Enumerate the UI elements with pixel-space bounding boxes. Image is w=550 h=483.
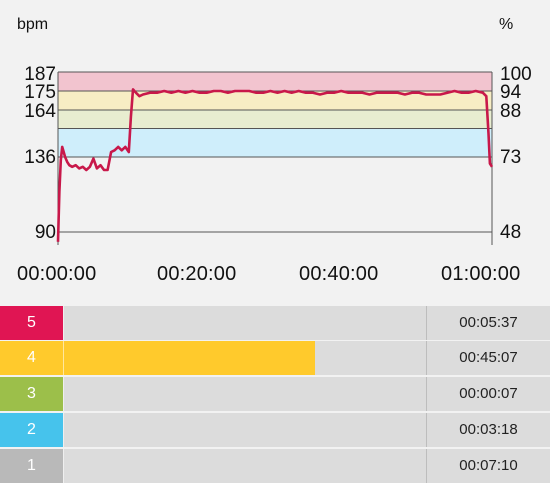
zone-bar bbox=[0, 341, 315, 375]
zone-time-divider bbox=[426, 341, 427, 375]
percent-tick-label: 100 bbox=[500, 64, 532, 85]
bpm-tick-label: 164 bbox=[24, 101, 56, 122]
zone-bar bbox=[0, 449, 63, 483]
heart-rate-chart: bpm % 187 175 164 136 90 100 94 88 73 48… bbox=[17, 16, 532, 285]
zone-duration: 00:00:07 bbox=[459, 385, 518, 402]
zone-duration: 00:05:37 bbox=[459, 314, 518, 331]
zone-row-5[interactable]: 5 00:05:37 bbox=[0, 306, 550, 340]
zone-row-2[interactable]: 2 00:03:18 bbox=[0, 413, 550, 447]
zone-bar bbox=[0, 413, 63, 447]
bpm-axis-unit: bpm bbox=[17, 16, 49, 33]
bpm-tick-label: 90 bbox=[34, 222, 56, 243]
zone-band-4 bbox=[58, 91, 492, 110]
time-tick-label: 00:40:00 bbox=[299, 263, 379, 285]
zone-divider bbox=[63, 306, 64, 340]
zone-divider bbox=[63, 449, 64, 483]
zone-bar bbox=[0, 377, 63, 411]
percent-axis-unit: % bbox=[499, 16, 514, 33]
percent-tick-label: 73 bbox=[500, 147, 522, 168]
zone-band-2 bbox=[58, 128, 492, 157]
zone-number: 2 bbox=[27, 421, 36, 438]
time-tick-label: 00:20:00 bbox=[157, 263, 237, 285]
bpm-tick-label: 175 bbox=[24, 82, 56, 103]
zone-duration: 00:03:18 bbox=[459, 421, 518, 438]
zone-row-1[interactable]: 1 00:07:10 bbox=[0, 449, 550, 483]
zone-number: 4 bbox=[27, 349, 36, 366]
percent-tick-label: 88 bbox=[500, 101, 522, 122]
time-tick-label: 01:00:00 bbox=[441, 263, 521, 285]
zone-band-5 bbox=[58, 72, 492, 91]
zone-time-divider bbox=[426, 306, 427, 340]
heart-rate-plot bbox=[56, 71, 494, 246]
zone-number: 1 bbox=[27, 457, 36, 474]
zone-row-4[interactable]: 4 00:45:07 bbox=[0, 341, 550, 375]
zone-number: 5 bbox=[27, 314, 36, 331]
zone-summary: 5 00:05:37 4 00:45:07 3 00:00:07 2 00:03… bbox=[0, 306, 550, 483]
zone-number: 3 bbox=[27, 385, 36, 402]
zone-time-divider bbox=[426, 377, 427, 411]
zone-duration: 00:45:07 bbox=[459, 349, 518, 366]
zone-divider bbox=[63, 413, 64, 447]
bpm-tick-label: 136 bbox=[24, 147, 56, 168]
zone-time-divider bbox=[426, 449, 427, 483]
zone-divider bbox=[63, 377, 64, 411]
time-tick-label: 00:00:00 bbox=[17, 263, 97, 285]
zone-duration: 00:07:10 bbox=[459, 457, 518, 474]
zone-row-3[interactable]: 3 00:00:07 bbox=[0, 377, 550, 411]
bpm-tick-label: 187 bbox=[24, 64, 56, 85]
zone-divider bbox=[63, 341, 64, 375]
zone-time-divider bbox=[426, 413, 427, 447]
heart-rate-line bbox=[56, 88, 494, 242]
percent-tick-label: 48 bbox=[500, 222, 522, 243]
zone-bar bbox=[0, 306, 63, 340]
zone-band-3 bbox=[58, 110, 492, 129]
percent-tick-label: 94 bbox=[500, 82, 522, 103]
